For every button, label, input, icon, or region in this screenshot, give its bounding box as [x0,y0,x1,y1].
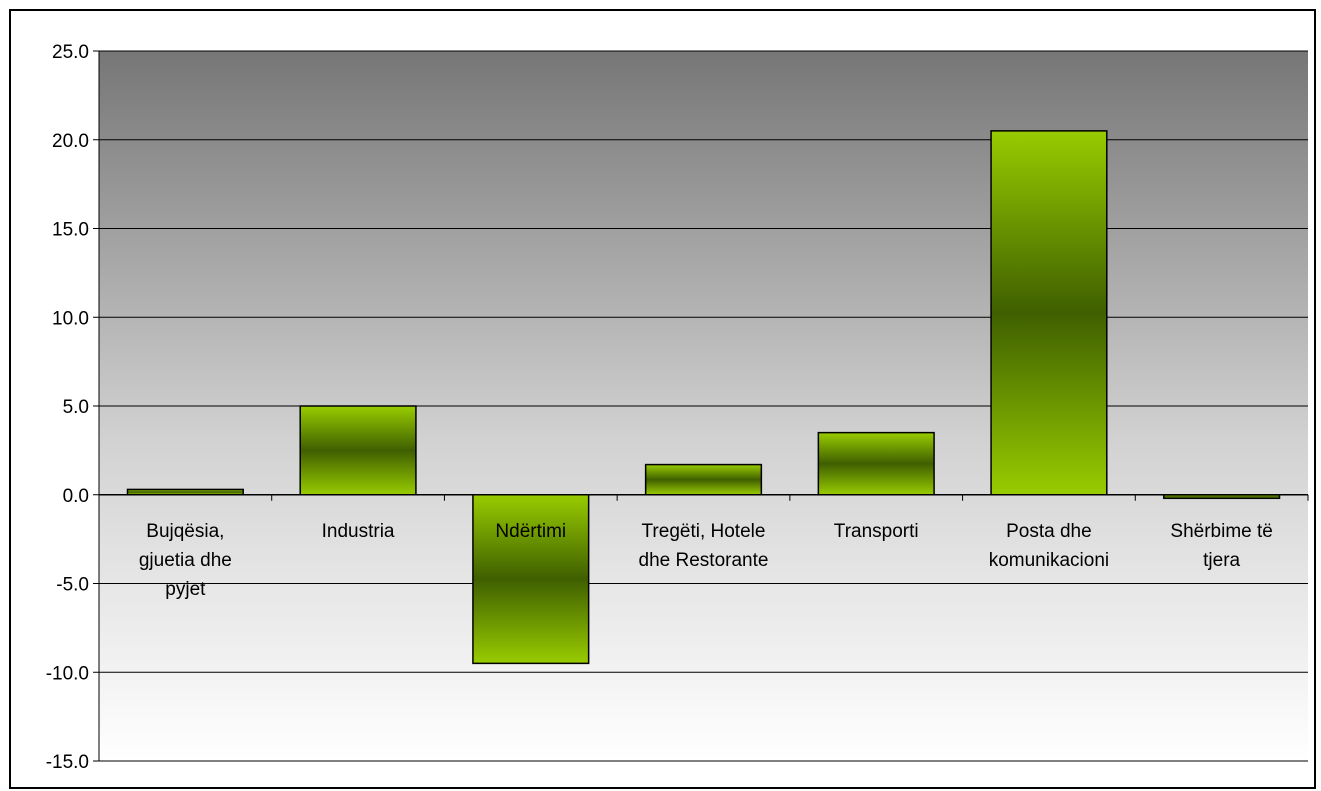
y-tick-label: 25.0 [52,42,89,63]
x-category-label-line: tjera [1203,550,1240,571]
bars [126,130,1281,665]
x-category-label-line: Ndërtimi [495,521,566,542]
y-tick-label: -5.0 [56,575,89,596]
bar [299,405,417,496]
y-tick-label: 20.0 [52,131,89,152]
y-tick-label: 15.0 [52,220,89,241]
y-tick-label: -15.0 [46,752,89,773]
x-category-label-line: pyjet [165,579,206,600]
x-category-label: Bujqësia, gjuetia dhe pyjet [139,521,232,600]
y-tick-label: -10.0 [46,663,89,684]
x-category-label: Ndërtimi [495,521,566,542]
x-category-label-line: Industria [322,521,395,542]
x-category-label: Transporti [834,521,919,542]
axes [93,50,1309,762]
x-category-label-line: komunikacioni [989,550,1109,571]
x-category-label-line: gjuetia dhe [139,550,232,571]
x-category-label-line: Tregëti, Hotele [642,521,766,542]
y-tick-label: 0.0 [63,486,89,507]
x-category-label: Posta dhe komunikacioni [989,521,1109,571]
x-category-label-line: dhe Restorante [639,550,769,571]
y-tick-label: 5.0 [63,397,89,418]
x-category-label: Shërbime të tjera [1170,521,1272,571]
bar [644,463,763,496]
x-category-label-line: Posta dhe [1006,521,1092,542]
bar [990,130,1108,496]
x-category-label: Tregëti, Hotele dhe Restorante [639,521,769,571]
x-category-label-line: Bujqësia, [146,521,224,542]
x-category-label-line: Transporti [834,521,919,542]
x-category-label: Industria [322,521,395,542]
x-category-label-line: Shërbime të [1170,521,1272,542]
bar [126,488,244,496]
x-category-labels: Bujqësia, gjuetia dhe pyjet Industria Ndërti… [139,521,1273,600]
bar [817,431,935,496]
y-tick-label: 10.0 [52,308,89,329]
y-tick-labels: 25.0 20.0 15.0 10.0 5.0 0.0 -5.0 -10.0 -15.0 [46,42,89,773]
